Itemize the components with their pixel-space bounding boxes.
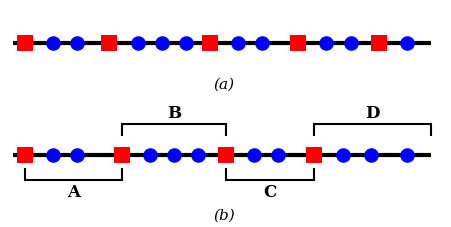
Point: [74, 42, 81, 45]
Point: [234, 42, 241, 45]
Point: [22, 42, 29, 45]
Text: C: C: [263, 183, 276, 200]
Point: [158, 42, 165, 45]
Text: B: B: [166, 105, 180, 121]
Point: [170, 154, 177, 157]
Text: (a): (a): [213, 78, 234, 92]
Point: [258, 42, 265, 45]
Point: [146, 154, 153, 157]
Point: [133, 42, 141, 45]
Point: [222, 154, 229, 157]
Point: [118, 154, 125, 157]
Point: [206, 42, 213, 45]
Point: [402, 42, 410, 45]
Point: [346, 42, 354, 45]
Point: [182, 42, 189, 45]
Point: [322, 42, 329, 45]
Point: [294, 42, 301, 45]
Point: [366, 154, 373, 157]
Text: (b): (b): [212, 208, 235, 222]
Point: [22, 154, 29, 157]
Point: [402, 154, 410, 157]
Point: [338, 154, 345, 157]
Point: [250, 154, 257, 157]
Point: [74, 154, 81, 157]
Point: [106, 42, 113, 45]
Text: A: A: [67, 183, 80, 200]
Point: [274, 154, 281, 157]
Point: [374, 42, 382, 45]
Point: [50, 154, 57, 157]
Point: [194, 154, 201, 157]
Point: [50, 42, 57, 45]
Text: D: D: [364, 105, 379, 121]
Point: [310, 154, 318, 157]
